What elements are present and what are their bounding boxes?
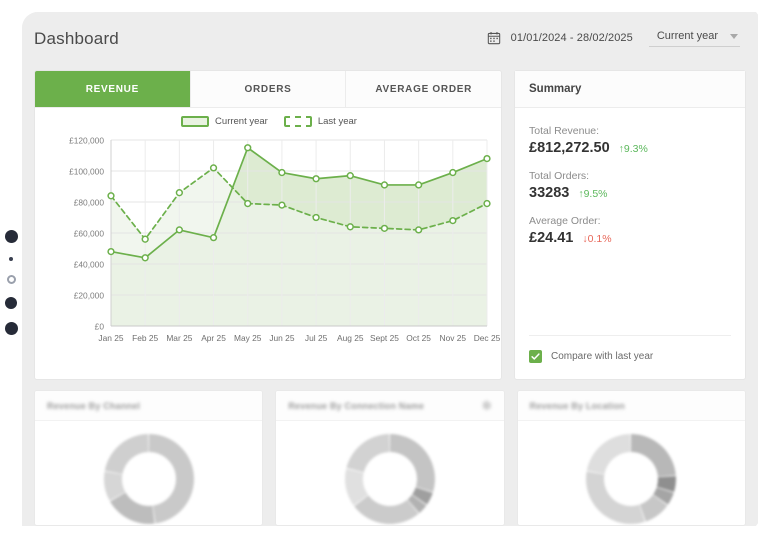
card-header: Revenue By Location <box>517 391 745 421</box>
summary-header: Summary <box>515 71 745 108</box>
page-title: Dashboard <box>34 29 119 48</box>
chevron-down-icon <box>730 33 738 39</box>
donut-chart <box>276 421 503 525</box>
svg-text:Apr 25: Apr 25 <box>201 333 226 343</box>
donut-chart <box>518 421 745 525</box>
svg-text:Nov 25: Nov 25 <box>440 333 467 343</box>
svg-text:Jan 25: Jan 25 <box>98 333 123 343</box>
card-header: Revenue By Connection Name <box>276 391 504 421</box>
compare-checkbox[interactable] <box>529 350 542 363</box>
metric-delta: ↑9.5% <box>578 188 608 200</box>
card-revenue-by-channel: Revenue By Channel <box>34 390 264 526</box>
donut-chart <box>35 421 262 525</box>
metric-total-revenue: Total Revenue: £812,272.50 ↑9.3% <box>529 125 731 156</box>
legend-label-last-year: Last year <box>317 116 357 127</box>
svg-text:£80,000: £80,000 <box>74 197 105 207</box>
svg-text:Mar 25: Mar 25 <box>166 333 192 343</box>
revenue-chart-card: REVENUE ORDERS AVERAGE ORDER Current yea… <box>34 70 502 380</box>
metric-delta: ↑9.3% <box>618 143 648 155</box>
svg-text:Oct 25: Oct 25 <box>406 333 431 343</box>
left-rail <box>0 12 22 526</box>
header-controls: 01/01/2024 - 28/02/2025 Current year <box>487 28 740 47</box>
chart-area: Current year Last year £0 £20,000 £40,000 £… <box>35 108 501 379</box>
gear-icon[interactable] <box>481 400 492 411</box>
rail-dot-1[interactable] <box>4 230 18 243</box>
metric-value: £24.41 <box>529 230 574 246</box>
rail-dot-3[interactable] <box>6 275 16 284</box>
rail-dot-5[interactable] <box>4 322 18 335</box>
metric-label: Average Order: <box>529 215 601 227</box>
metric-delta: ↓0.1% <box>582 233 612 245</box>
tab-orders[interactable]: ORDERS <box>190 71 347 107</box>
svg-text:Dec 25: Dec 25 <box>474 333 501 343</box>
compare-with-last-year-row[interactable]: Compare with last year <box>529 335 731 363</box>
app-screen: Dashboard <box>22 12 758 526</box>
svg-text:£100,000: £100,000 <box>69 166 104 176</box>
card-revenue-by-location: Revenue By Location <box>516 390 746 526</box>
rail-dot-group <box>0 230 22 335</box>
rail-dot-4[interactable] <box>5 297 17 309</box>
metric-label: Total Orders: <box>529 170 590 182</box>
rail-dot-2[interactable] <box>9 257 13 261</box>
svg-text:Feb 25: Feb 25 <box>132 333 158 343</box>
calendar-icon <box>487 31 501 45</box>
tab-revenue[interactable]: REVENUE <box>35 71 191 107</box>
metric-label: Total Revenue: <box>529 125 600 137</box>
svg-text:Jul 25: Jul 25 <box>305 333 328 343</box>
svg-text:£40,000: £40,000 <box>74 259 105 269</box>
bottom-cards-row: Revenue By Channel Revenue By Connection… <box>34 390 746 526</box>
metric-tabs: REVENUE ORDERS AVERAGE ORDER <box>35 71 501 108</box>
legend-item-current-year[interactable]: Current year <box>181 116 268 127</box>
line-chart-plot: £0 £20,000 £40,000 £60,000 £80,000 £100,000 £1… <box>69 135 501 343</box>
card-title: Revenue By Connection Name <box>288 400 425 411</box>
metric-value: £812,272.50 <box>529 140 610 156</box>
date-range-text[interactable]: 01/01/2024 - 28/02/2025 <box>510 31 633 44</box>
summary-body: Total Revenue: £812,272.50 ↑9.3% Total O… <box>515 108 745 246</box>
main-row: REVENUE ORDERS AVERAGE ORDER Current yea… <box>34 70 746 380</box>
card-revenue-by-connection-name: Revenue By Connection Name <box>275 390 505 526</box>
legend-item-last-year[interactable]: Last year <box>283 116 357 127</box>
svg-text:£20,000: £20,000 <box>74 290 105 300</box>
metric-value: 33283 <box>529 185 570 201</box>
page-header: Dashboard <box>22 12 758 68</box>
metric-total-orders: Total Orders: 33283 ↑9.5% <box>529 170 731 201</box>
card-header: Revenue By Channel <box>35 391 263 421</box>
summary-title: Summary <box>529 83 582 95</box>
metric-average-order: Average Order: £24.41 ↓0.1% <box>529 215 731 246</box>
tab-average-order[interactable]: AVERAGE ORDER <box>346 71 501 107</box>
svg-text:Jun 25: Jun 25 <box>269 333 294 343</box>
legend-swatch-solid-icon <box>181 116 210 127</box>
svg-text:£60,000: £60,000 <box>74 228 105 238</box>
period-select[interactable]: Current year <box>648 28 740 47</box>
svg-text:May 25: May 25 <box>234 333 262 343</box>
svg-text:£120,000: £120,000 <box>69 135 104 145</box>
legend-label-current-year: Current year <box>215 116 268 127</box>
chart-legend: Current year Last year <box>35 116 501 127</box>
period-select-value: Current year <box>656 30 718 42</box>
svg-text:£0: £0 <box>95 321 105 331</box>
compare-checkbox-label: Compare with last year <box>551 351 654 362</box>
summary-card: Summary Total Revenue: £812,272.50 ↑9.3%… <box>514 70 746 380</box>
legend-swatch-dashed-icon <box>283 116 312 127</box>
card-title: Revenue By Location <box>529 400 625 411</box>
svg-text:Aug 25: Aug 25 <box>337 333 364 343</box>
svg-text:Sept 25: Sept 25 <box>370 333 399 343</box>
card-title: Revenue By Channel <box>47 400 141 411</box>
